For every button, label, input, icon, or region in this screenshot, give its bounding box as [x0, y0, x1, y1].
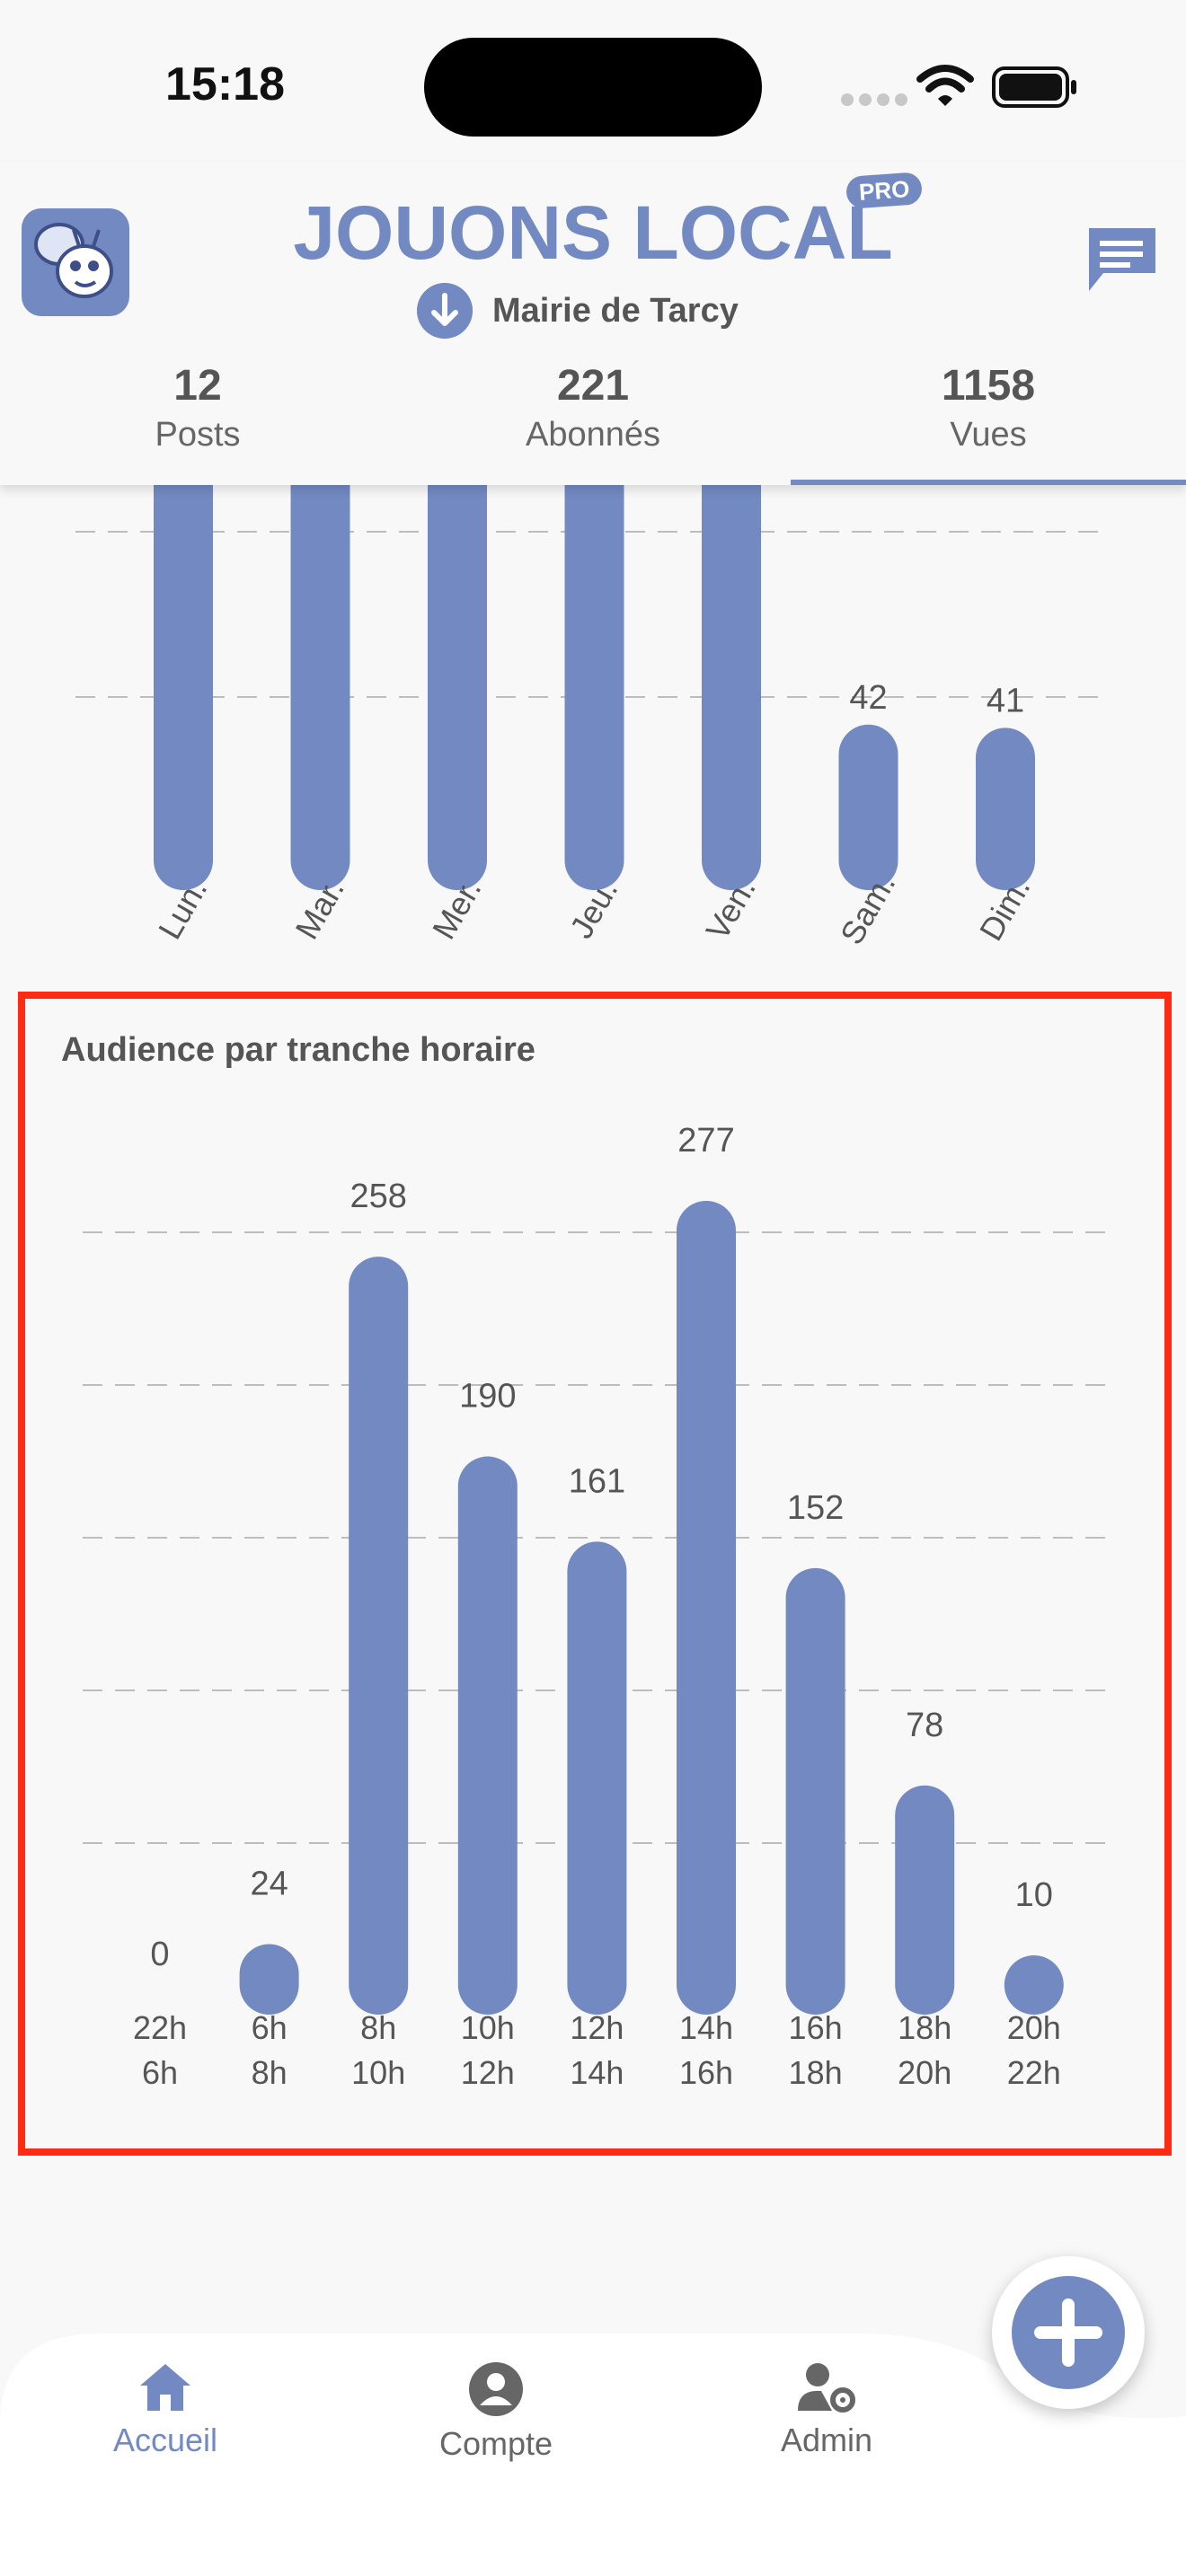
hour-range-end-label: 18h [789, 2054, 843, 2091]
hour-value-label: 24 [250, 1866, 288, 1903]
bottom-nav-background [0, 2333, 1186, 2576]
hour-value-label: 161 [569, 1462, 625, 1500]
tab-subscribers[interactable]: 221 Abonnés [395, 352, 791, 485]
app-header: JOUONS LOCAL PRO Mairie de Tarcy 12 Post… [0, 162, 1186, 485]
hour-value-label: 152 [787, 1489, 844, 1527]
hour-value-label: 277 [677, 1122, 734, 1160]
status-bar: 15:18 [0, 0, 1186, 162]
nav-label-home: Accueil [112, 2422, 218, 2458]
hour-bar [677, 1201, 736, 2015]
hour-bar [785, 1567, 845, 2015]
hourly-audience-chart: 0 22h 6h 24 6h 8h 258 8h 10h 190 10h 12h 161 12h 14h 27… [83, 1122, 1108, 2091]
week-day-label: Dim. [972, 870, 1038, 947]
brand-logo: JOUONS LOCAL [293, 190, 892, 275]
pro-badge: PRO [845, 172, 924, 209]
stats-tabs: 12 Posts 221 Abonnés 1158 Vues [0, 352, 1186, 485]
subscribers-label: Abonnés [525, 416, 660, 454]
week-day-label: Lun. [151, 872, 215, 945]
tab-views[interactable]: 1158 Vues [791, 352, 1186, 485]
hour-range-start-label: 22h [133, 2009, 187, 2046]
week-bar [702, 485, 761, 890]
nav-label-admin: Admin [780, 2422, 873, 2458]
hour-range-start-label: 12h [570, 2009, 624, 2046]
posts-count: 12 [173, 362, 222, 410]
organization-selector[interactable]: Mairie de Tarcy [417, 282, 739, 340]
hour-range-end-label: 22h [1007, 2054, 1061, 2091]
nav-item-home[interactable]: Accueil [58, 2360, 273, 2459]
hour-range-start-label: 20h [1007, 2009, 1061, 2046]
hour-range-start-label: 18h [898, 2009, 951, 2046]
nav-item-admin[interactable]: Admin [719, 2360, 934, 2459]
battery-icon [992, 66, 1076, 108]
brand-name: JOUONS LOCAL [293, 190, 892, 275]
plus-icon [1034, 2298, 1102, 2367]
add-post-button[interactable] [992, 2256, 1145, 2409]
hour-value-label: 10 [1015, 1876, 1053, 1914]
hour-range-start-label: 16h [789, 2009, 843, 2046]
hour-value-label: 0 [150, 1936, 169, 1973]
week-day-label: Sam. [833, 867, 903, 950]
arrow-down-icon [417, 283, 473, 339]
week-day-label: Ven. [698, 871, 763, 946]
week-value-label: 42 [849, 679, 887, 717]
organization-name: Mairie de Tarcy [492, 291, 739, 330]
weekly-views-chart: Lun. Mar. Mer. Jeu. Ven. 42 Sam. 41 Dim. [75, 485, 1101, 950]
week-day-label: Mar. [288, 872, 351, 945]
status-time: 15:18 [165, 58, 285, 110]
hour-bar [457, 1456, 518, 2015]
nav-label-account: Compte [438, 2425, 553, 2462]
subscribers-count: 221 [556, 362, 630, 410]
hour-bar [349, 1257, 409, 2015]
hour-value-label: 78 [906, 1707, 943, 1744]
hour-value-label: 258 [350, 1178, 406, 1215]
hour-range-end-label: 8h [252, 2054, 288, 2091]
dynamic-island [424, 38, 762, 137]
week-day-label: Jeu. [562, 873, 625, 944]
week-day-label: Mer. [425, 872, 489, 945]
week-value-label: 41 [987, 682, 1024, 719]
hour-range-start-label: 10h [461, 2009, 515, 2046]
tab-posts[interactable]: 12 Posts [0, 352, 395, 485]
hour-range-start-label: 8h [360, 2009, 396, 2046]
week-bar [976, 728, 1035, 890]
week-bar [838, 724, 898, 890]
hour-range-end-label: 10h [351, 2054, 405, 2091]
posts-label: Posts [155, 416, 241, 454]
week-bar [428, 485, 487, 890]
hour-range-end-label: 16h [679, 2054, 733, 2091]
hour-range-end-label: 14h [570, 2054, 624, 2091]
hour-range-end-label: 12h [461, 2054, 515, 2091]
bee-logo-icon[interactable] [22, 208, 129, 316]
hour-range-start-label: 6h [252, 2009, 288, 2046]
hour-bar [1004, 1955, 1064, 2015]
account-icon [469, 2362, 523, 2416]
week-bar [154, 485, 213, 890]
week-bar [564, 485, 624, 890]
hourly-chart-title: Audience par tranche horaire [61, 1031, 535, 1069]
chat-icon[interactable] [1085, 225, 1159, 296]
hour-range-start-label: 14h [679, 2009, 733, 2046]
hour-value-label: 190 [459, 1378, 516, 1416]
hour-bar [567, 1541, 627, 2015]
nav-item-account[interactable]: Compte [388, 2360, 604, 2463]
views-count: 1158 [941, 362, 1036, 410]
hour-bar [895, 1785, 955, 2015]
cellular-signal-icon [841, 93, 913, 110]
hour-range-end-label: 20h [898, 2054, 951, 2091]
admin-icon [798, 2363, 855, 2413]
home-icon [140, 2364, 190, 2411]
hour-bar [239, 1944, 299, 2015]
bottom-navigation: Accueil Compte Admin [0, 2333, 1186, 2576]
wifi-icon [916, 65, 974, 106]
week-bar [290, 485, 350, 890]
hourly-audience-card: Audience par tranche horaire 0 22h 6h 24 6h 8… [18, 992, 1172, 2156]
views-label: Vues [950, 416, 1027, 454]
hour-range-end-label: 6h [142, 2054, 178, 2091]
